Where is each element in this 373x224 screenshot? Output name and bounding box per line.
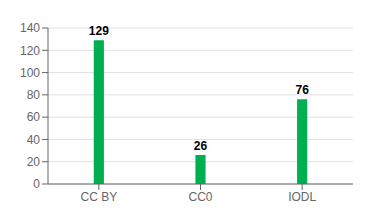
svg-text:100: 100: [20, 66, 40, 80]
svg-text:129: 129: [89, 24, 109, 38]
svg-text:76: 76: [295, 83, 309, 97]
svg-text:140: 140: [20, 21, 40, 35]
svg-text:80: 80: [27, 88, 41, 102]
svg-text:40: 40: [27, 133, 41, 147]
svg-text:60: 60: [27, 110, 41, 124]
svg-text:0: 0: [33, 177, 40, 191]
svg-text:26: 26: [194, 139, 208, 153]
svg-text:CC0: CC0: [188, 190, 212, 204]
svg-text:IODL: IODL: [288, 190, 316, 204]
svg-text:120: 120: [20, 44, 40, 58]
svg-text:20: 20: [27, 155, 41, 169]
svg-text:CC BY: CC BY: [80, 190, 117, 204]
